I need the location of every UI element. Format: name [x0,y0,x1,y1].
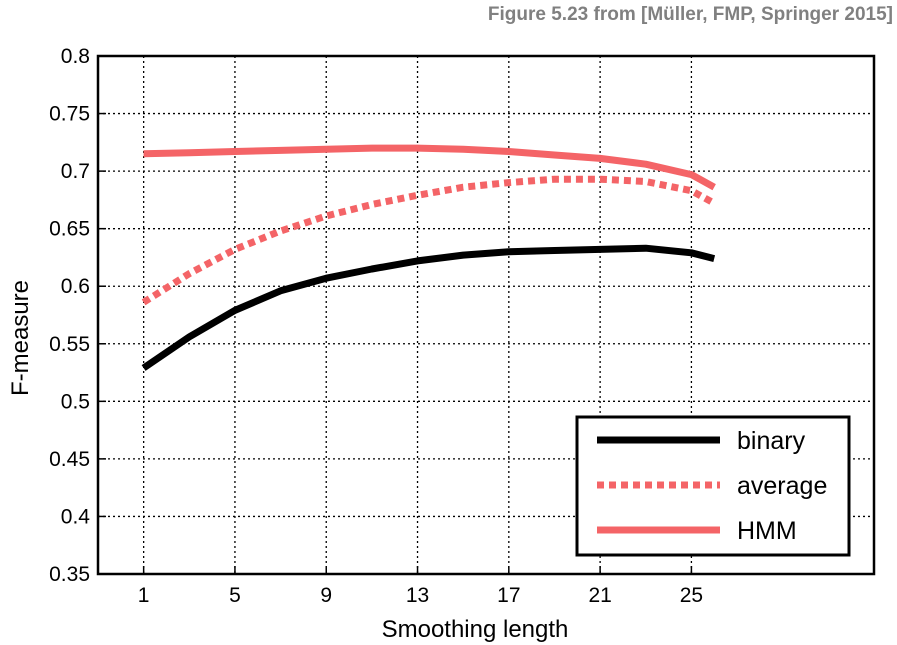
y-tick-label: 0.8 [61,45,90,68]
y-tick-label: 0.75 [49,103,90,126]
legend-label-binary: binary [737,427,806,455]
y-tick-label: 0.55 [49,333,90,356]
x-tick-label: 17 [497,584,520,607]
x-tick-label: 1 [138,584,150,607]
x-axis-label: Smoothing length [382,616,569,643]
series-lines [141,144,716,371]
x-tick-label: 9 [320,584,332,607]
legend: binary average HMM [575,415,851,557]
y-tick-label: 0.45 [49,448,90,471]
x-tick-label: 21 [588,584,611,607]
legend-label-hmm: HMM [737,517,797,545]
y-tick-label: 0.4 [61,505,91,528]
x-tick-label: 25 [680,584,703,607]
figure-caption: Figure 5.23 from [Müller, FMP, Springer … [487,4,893,25]
y-axis-label: F-measure [7,280,34,396]
y-tick-label: 0.7 [61,160,90,183]
y-tick-label: 0.5 [61,390,90,413]
x-tick-label: 5 [229,584,241,607]
y-tick-label: 0.35 [49,563,90,586]
y-tick-label: 0.65 [49,218,90,241]
series-line-average [141,175,716,306]
y-tick-label: 0.6 [61,275,90,298]
legend-label-average: average [737,472,827,500]
series-line-hmm [143,144,716,191]
plot-area-frame [96,54,876,576]
x-tick-label: 13 [406,584,429,607]
x-axis-ticks: 1 5 9 13 17 21 25 [138,566,703,607]
y-axis-ticks: 0.35 0.4 0.45 0.5 0.55 0.6 0.65 0.7 0.75 0.8 [49,45,106,586]
series-line-binary [141,244,716,371]
